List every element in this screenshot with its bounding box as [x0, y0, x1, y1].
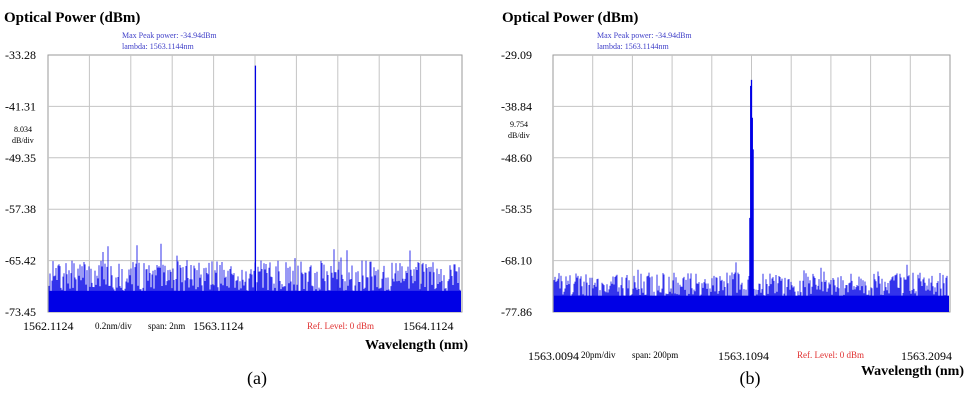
y-tick-labels: -29.09 -38.84 -48.60 -58.35 -68.10 -77.86 — [501, 48, 532, 319]
y-tick-label: -65.42 — [5, 254, 36, 268]
x-axis-label: Wavelength (nm) — [365, 338, 468, 353]
x-tick-label: 1564.1124 — [403, 319, 454, 333]
spectrum-chart-b: Optical Power (dBm) Max Peak power: -34.… — [501, 10, 964, 389]
ref-level-label: Ref. Level: 0 dBm — [307, 321, 374, 331]
chart-title: Optical Power (dBm) — [502, 10, 638, 26]
y-tick-label: -29.09 — [501, 48, 532, 62]
peak-power-annotation: Max Peak power: -34.94dBm — [597, 31, 692, 40]
ref-level-label: Ref. Level: 0 dBm — [797, 350, 864, 360]
span-label: span: 200pm — [632, 350, 678, 360]
y-tick-label: -68.10 — [501, 254, 532, 268]
scale-unit: dB/div — [508, 131, 530, 140]
noise-trace — [48, 243, 461, 312]
y-tick-label: -73.45 — [5, 305, 36, 319]
scale-unit: dB/div — [12, 136, 34, 145]
spectrum-trace — [553, 79, 949, 312]
chart-title: Optical Power (dBm) — [4, 10, 140, 26]
spectrum-panel-b: Optical Power (dBm) Max Peak power: -34.… — [487, 0, 967, 392]
span-label: span: 2nm — [148, 321, 185, 331]
peak-lambda-annotation: lambda: 1563.1144nm — [122, 42, 194, 51]
resolution-label: 0.2nm/div — [95, 321, 132, 331]
y-tick-label: -48.60 — [501, 151, 532, 165]
spectrum-trace — [48, 65, 461, 312]
y-tick-label: -49.35 — [5, 151, 36, 165]
x-tick-label: 1563.1094 — [718, 349, 769, 363]
x-axis-label: Wavelength (nm) — [861, 364, 964, 379]
y-tick-label: -58.35 — [501, 202, 532, 216]
x-tick-label: 1563.0094 — [528, 349, 579, 363]
spectrum-chart-a: Optical Power (dBm) Max Peak power: -34.… — [4, 10, 468, 389]
x-tick-label: 1562.1124 — [23, 319, 74, 333]
figure-caption: (b) — [740, 368, 761, 389]
y-tick-label: -77.86 — [501, 305, 532, 319]
y-tick-labels: -33.28 -41.31 -49.35 -57.38 -65.42 -73.45 — [5, 48, 36, 319]
y-tick-label: -41.31 — [5, 99, 36, 113]
x-tick-labels: 1562.1124 1563.1124 1564.1124 — [23, 319, 454, 333]
figure-caption: (a) — [247, 368, 267, 389]
y-tick-label: -38.84 — [501, 99, 532, 113]
peak-power-annotation: Max Peak power: -34.94dBm — [122, 31, 217, 40]
x-tick-label: 1563.2094 — [901, 349, 952, 363]
spectrum-panel-a: Optical Power (dBm) Max Peak power: -34.… — [0, 0, 480, 392]
scale-value: 9.754 — [510, 120, 528, 129]
noise-trace — [553, 262, 949, 312]
peak-lambda-annotation: lambda: 1563.1144nm — [597, 42, 669, 51]
x-tick-labels: 1563.0094 1563.1094 1563.2094 — [528, 349, 952, 363]
y-tick-label: -57.38 — [5, 202, 36, 216]
y-tick-label: -33.28 — [5, 48, 36, 62]
x-tick-label: 1563.1124 — [193, 319, 244, 333]
scale-value: 8.034 — [14, 125, 32, 134]
resolution-label: 20pm/div — [581, 350, 616, 360]
